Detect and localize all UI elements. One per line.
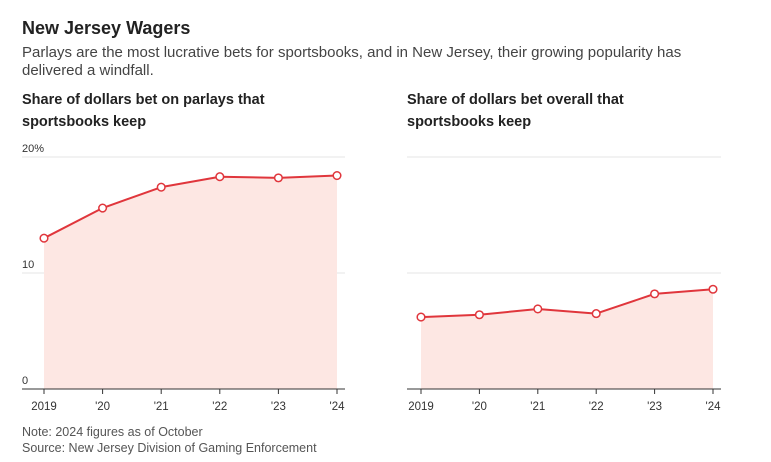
chart-subtitle: Parlays are the most lucrative bets for …: [22, 44, 682, 79]
overall-xtick-label: '23: [647, 401, 662, 413]
parlay-xtick-label: '24: [330, 401, 346, 413]
overall-xtick-label: '22: [589, 401, 604, 413]
parlay-xtick-label: '22: [212, 401, 227, 413]
parlay-ytick-label-10: 10: [22, 259, 34, 271]
parlay-panel-title: Share of dollars bet on parlays that spo…: [22, 92, 265, 130]
overall-xtick-label: '24: [706, 401, 722, 413]
parlay-data-point: [39, 233, 49, 243]
parlay-ytick-label-0: 0: [22, 375, 28, 387]
source-note: Source: New Jersey Division of Gaming En…: [22, 441, 317, 455]
chart-title: New Jersey Wagers: [22, 18, 191, 38]
parlay-series-line: [43, 174, 338, 240]
parlay-xtick-label: '20: [95, 401, 110, 413]
overall-panel-title: Share of dollars bet overall that sports…: [407, 92, 624, 130]
parlay-ytick-label-20: 20%: [22, 143, 44, 155]
parlay-data-point: [273, 173, 283, 183]
parlay-data-point: [332, 171, 342, 181]
parlay-xtick-label: '23: [271, 401, 286, 413]
overall-data-point: [533, 304, 543, 314]
parlay-xtick-label: '21: [154, 401, 169, 413]
overall-data-point: [416, 312, 426, 322]
overall-xtick-label: '21: [530, 401, 545, 413]
footnote: Note: 2024 figures as of October: [22, 425, 203, 439]
overall-xtick-label: 2019: [408, 401, 434, 413]
parlay-data-point: [98, 203, 108, 213]
overall-data-point: [591, 309, 601, 319]
parlay-data-point: [156, 182, 166, 192]
parlay-xtick-label: 2019: [31, 401, 57, 413]
overall-area: [421, 289, 713, 389]
parlay-area: [44, 175, 337, 389]
overall-data-point: [708, 284, 718, 294]
overall-data-point: [474, 310, 484, 320]
parlay-data-point: [215, 172, 225, 182]
overall-series-line: [420, 288, 714, 319]
overall-xtick-label: '20: [472, 401, 487, 413]
overall-data-point: [650, 289, 660, 299]
